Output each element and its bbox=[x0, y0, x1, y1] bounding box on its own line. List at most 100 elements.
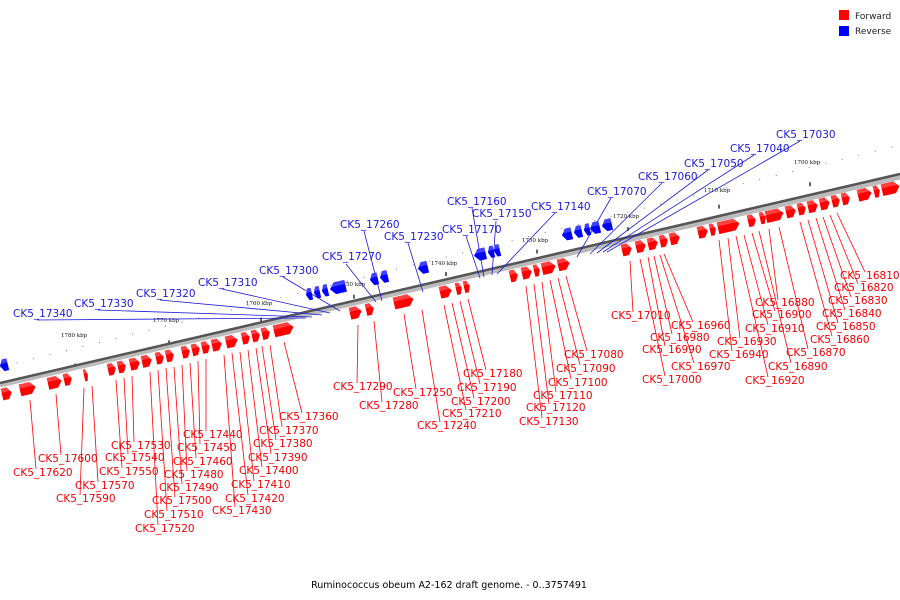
gene-forward[interactable] bbox=[508, 268, 520, 283]
gene-label-reverse[interactable]: CK5_17050 bbox=[684, 158, 744, 170]
gene-forward[interactable] bbox=[796, 202, 808, 216]
gene-label-forward[interactable]: CK5_16900 bbox=[752, 309, 812, 321]
gene-label-forward[interactable]: CK5_17440 bbox=[183, 429, 243, 441]
gene-forward[interactable] bbox=[116, 359, 128, 374]
gene-forward[interactable] bbox=[240, 331, 252, 345]
gene-reverse[interactable] bbox=[368, 272, 380, 286]
gene-forward[interactable] bbox=[46, 374, 63, 390]
gene-forward[interactable] bbox=[840, 191, 852, 206]
gene-label-forward[interactable]: CK5_17250 bbox=[393, 387, 453, 399]
gene-label-forward[interactable]: CK5_16870 bbox=[786, 347, 846, 359]
gene-label-forward[interactable]: CK5_16930 bbox=[717, 336, 777, 348]
gene-reverse[interactable] bbox=[486, 245, 496, 258]
gene-forward[interactable] bbox=[154, 351, 166, 365]
gene-forward[interactable] bbox=[540, 260, 557, 275]
gene-label-forward[interactable]: CK5_16820 bbox=[834, 282, 894, 294]
gene-label-forward[interactable]: CK5_17130 bbox=[519, 416, 579, 428]
gene-label-forward[interactable]: CK5_16880 bbox=[755, 297, 815, 309]
gene-forward[interactable] bbox=[696, 224, 709, 239]
gene-label-forward[interactable]: CK5_17360 bbox=[279, 411, 339, 423]
gene-forward[interactable] bbox=[454, 281, 464, 295]
gene-label-reverse[interactable]: CK5_17320 bbox=[136, 288, 196, 300]
gene-label-forward[interactable]: CK5_17240 bbox=[417, 420, 477, 432]
gene-forward[interactable] bbox=[658, 234, 670, 248]
gene-label-forward[interactable]: CK5_16850 bbox=[816, 321, 876, 333]
gene-label-reverse[interactable]: CK5_17030 bbox=[776, 129, 836, 141]
gene-label-forward[interactable]: CK5_17540 bbox=[105, 452, 165, 464]
gene-label-forward[interactable]: CK5_17410 bbox=[231, 479, 291, 491]
gene-label-forward[interactable]: CK5_17570 bbox=[75, 480, 135, 492]
gene-forward[interactable] bbox=[856, 186, 873, 202]
gene-label-forward[interactable]: CK5_16890 bbox=[768, 361, 828, 373]
gene-label-reverse[interactable]: CK5_17060 bbox=[638, 171, 698, 183]
gene-label-forward[interactable]: CK5_17370 bbox=[259, 425, 319, 437]
gene-reverse[interactable] bbox=[492, 244, 502, 257]
gene-forward[interactable] bbox=[348, 305, 363, 320]
gene-label-forward[interactable]: CK5_17120 bbox=[526, 402, 586, 414]
gene-forward[interactable] bbox=[210, 337, 223, 352]
gene-label-reverse[interactable]: CK5_17170 bbox=[442, 224, 502, 236]
gene-reverse[interactable] bbox=[304, 287, 314, 301]
gene-forward[interactable] bbox=[140, 353, 153, 368]
gene-reverse[interactable] bbox=[320, 284, 330, 297]
gene-label-forward[interactable]: CK5_17100 bbox=[548, 377, 608, 389]
gene-forward[interactable] bbox=[224, 333, 239, 349]
gene-label-forward[interactable]: CK5_16940 bbox=[709, 349, 769, 361]
gene-forward[interactable] bbox=[250, 328, 262, 343]
gene-label-forward[interactable]: CK5_17530 bbox=[111, 440, 171, 452]
gene-reverse[interactable] bbox=[472, 247, 488, 261]
gene-reverse[interactable] bbox=[582, 223, 592, 236]
gene-forward[interactable] bbox=[532, 263, 542, 277]
gene-label-forward[interactable]: CK5_17290 bbox=[333, 381, 393, 393]
gene-forward[interactable] bbox=[272, 321, 295, 338]
gene-forward[interactable] bbox=[764, 207, 785, 223]
gene-forward[interactable] bbox=[806, 199, 819, 214]
gene-label-forward[interactable]: CK5_17480 bbox=[164, 469, 224, 481]
gene-label-forward[interactable]: CK5_17390 bbox=[248, 452, 308, 464]
gene-label-forward[interactable]: CK5_17010 bbox=[611, 310, 671, 322]
gene-label-forward[interactable]: CK5_17620 bbox=[13, 467, 73, 479]
gene-label-forward[interactable]: CK5_17420 bbox=[225, 493, 285, 505]
gene-forward[interactable] bbox=[438, 284, 453, 299]
gene-label-forward[interactable]: CK5_16910 bbox=[745, 323, 805, 335]
gene-label-forward[interactable]: CK5_17080 bbox=[564, 349, 624, 361]
gene-reverse[interactable] bbox=[378, 270, 390, 283]
gene-label-forward[interactable]: CK5_17200 bbox=[451, 396, 511, 408]
gene-label-forward[interactable]: CK5_17520 bbox=[135, 523, 195, 535]
gene-label-reverse[interactable]: CK5_17270 bbox=[322, 251, 382, 263]
gene-label-forward[interactable]: CK5_17400 bbox=[239, 465, 299, 477]
gene-forward[interactable] bbox=[128, 356, 141, 371]
gene-label-reverse[interactable]: CK5_17070 bbox=[587, 186, 647, 198]
gene-label-forward[interactable]: CK5_17600 bbox=[38, 453, 98, 465]
gene-forward[interactable] bbox=[872, 184, 882, 198]
gene-label-forward[interactable]: CK5_16960 bbox=[671, 320, 731, 332]
gene-label-reverse[interactable]: CK5_17230 bbox=[384, 231, 444, 243]
gene-label-reverse[interactable]: CK5_17140 bbox=[531, 201, 591, 213]
gene-label-reverse[interactable]: CK5_17330 bbox=[74, 298, 134, 310]
gene-forward[interactable] bbox=[620, 242, 633, 257]
gene-label-forward[interactable]: CK5_17210 bbox=[442, 408, 502, 420]
gene-forward[interactable] bbox=[462, 280, 472, 294]
gene-forward[interactable] bbox=[716, 217, 741, 235]
gene-forward[interactable] bbox=[556, 256, 571, 272]
gene-forward[interactable] bbox=[364, 302, 376, 316]
gene-forward[interactable] bbox=[180, 345, 192, 359]
gene-forward[interactable] bbox=[190, 342, 202, 357]
gene-label-forward[interactable]: CK5_16840 bbox=[822, 308, 882, 320]
gene-forward[interactable] bbox=[106, 362, 118, 376]
gene-label-reverse[interactable]: CK5_17340 bbox=[13, 308, 73, 320]
gene-forward[interactable] bbox=[830, 194, 842, 208]
gene-label-reverse[interactable]: CK5_17160 bbox=[447, 196, 507, 208]
gene-reverse[interactable] bbox=[416, 260, 430, 275]
gene-reverse[interactable] bbox=[312, 285, 322, 299]
gene-label-reverse[interactable]: CK5_17040 bbox=[730, 143, 790, 155]
gene-forward[interactable] bbox=[758, 211, 768, 225]
gene-forward[interactable] bbox=[668, 231, 681, 246]
gene-label-forward[interactable]: CK5_17190 bbox=[457, 382, 517, 394]
gene-reverse[interactable] bbox=[560, 227, 574, 241]
gene-forward[interactable] bbox=[520, 265, 533, 280]
gene-label-forward[interactable]: CK5_17500 bbox=[152, 495, 212, 507]
gene-label-reverse[interactable]: CK5_17150 bbox=[472, 208, 532, 220]
gene-reverse[interactable] bbox=[0, 358, 10, 372]
gene-reverse[interactable] bbox=[328, 279, 347, 295]
